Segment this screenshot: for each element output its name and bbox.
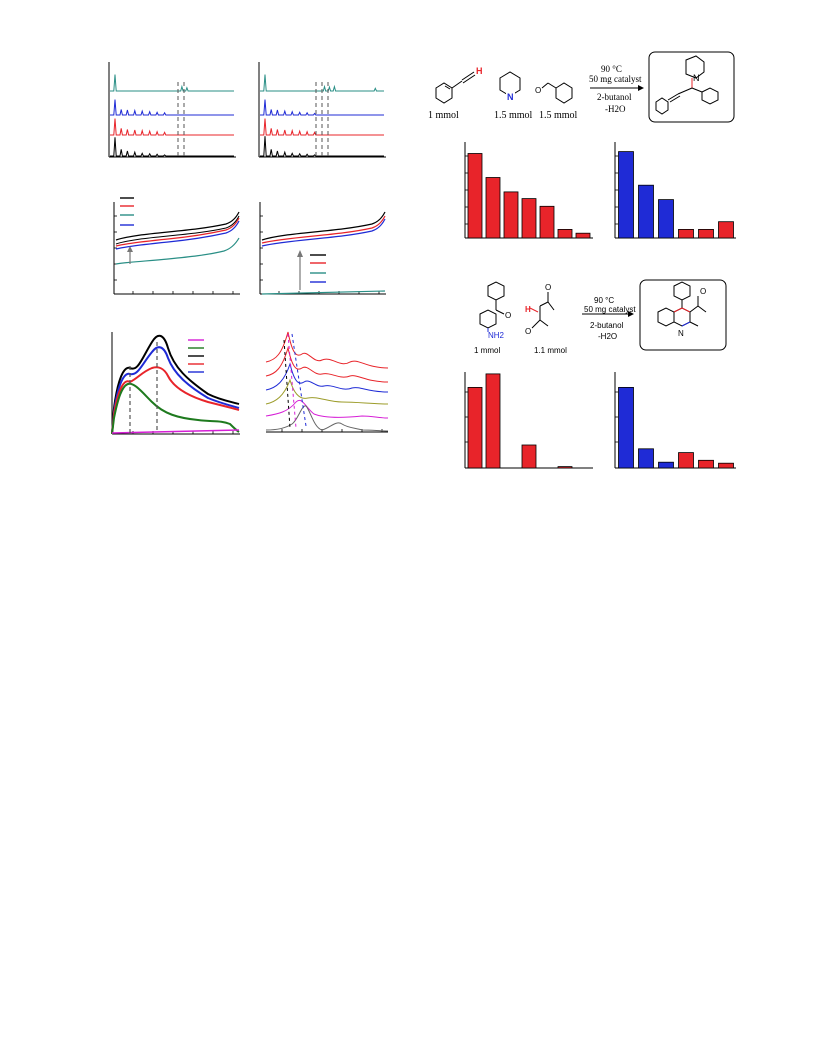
- bar-3: [658, 199, 674, 239]
- piperidine-structure: [499, 71, 521, 97]
- bar-5: [698, 459, 714, 469]
- condition-byproduct: -H2O: [605, 104, 626, 114]
- bar-chart-fr-red: [464, 372, 593, 469]
- reagent-3-amount: 1.5 mmol: [539, 110, 578, 121]
- bar-6: [718, 221, 734, 239]
- xrd-plot-left: [108, 62, 236, 158]
- reagent-1-amount: 1 mmol: [428, 110, 459, 121]
- diketone-o2-label: O: [525, 327, 531, 336]
- bar-6: [557, 229, 573, 239]
- isotherm-plot-right: [259, 202, 386, 295]
- spectra-plot-left: [111, 332, 240, 435]
- aminobenzophenone-structure: [479, 281, 505, 332]
- bar-1: [467, 153, 483, 239]
- bar-6: [718, 462, 734, 469]
- bar-1: [618, 151, 634, 239]
- condition-temp: 90 °C: [601, 64, 622, 74]
- bar-4: [678, 229, 694, 239]
- bar-5: [539, 205, 555, 239]
- xrd-plot-right: [258, 62, 386, 158]
- bar-2: [638, 448, 654, 469]
- product-o-label: O: [700, 287, 706, 296]
- bar-1: [618, 386, 634, 469]
- alkyne-h-label: H: [476, 66, 483, 76]
- isotherm-plot-left: [113, 197, 240, 295]
- diketone-o1-label: O: [545, 283, 551, 292]
- condition-temp-fr: 90 °C: [594, 296, 615, 305]
- bar-3: [658, 461, 674, 469]
- spectra-plot-right: [265, 331, 389, 433]
- reagent-2-amount: 1.5 mmol: [494, 110, 533, 121]
- scheme-a3: H N O N 1 mmol 1.5 mmol 1: [416, 48, 736, 132]
- scheme-friedlander: O O O H O N NH: [462, 278, 742, 368]
- bar-4: [521, 198, 537, 239]
- condition-byproduct-fr: -H2O: [598, 332, 618, 341]
- bar-chart-fr-blue: [614, 372, 736, 469]
- bar-2: [485, 177, 501, 239]
- bar-2: [485, 373, 501, 469]
- pentanedione-structure: [529, 292, 555, 329]
- xrd-pattern-2: [110, 118, 234, 136]
- bar-5: [698, 229, 714, 239]
- xrd-pattern-0: [260, 74, 384, 92]
- xrd-pattern-1: [260, 99, 384, 116]
- reagent-1-amount-fr: 1 mmol: [474, 346, 501, 355]
- xrd-pattern-3: [110, 137, 234, 157]
- ketone-o-label: O: [505, 311, 511, 320]
- quinoline-product-structure: [657, 281, 707, 327]
- bar-chart-a3-blue: [614, 142, 736, 239]
- bar-1: [467, 386, 483, 469]
- condition-solvent: 2-butanol: [597, 92, 632, 102]
- active-h-label: H: [525, 305, 531, 314]
- product-n-label-2: N: [678, 329, 684, 338]
- reagent-2-amount-fr: 1.1 mmol: [534, 346, 567, 355]
- bar-chart-a3-red: [464, 142, 593, 239]
- benzaldehyde-structure: [541, 82, 573, 104]
- xrd-pattern-2: [260, 118, 384, 136]
- bar-4: [521, 444, 537, 469]
- nh2-label: NH2: [488, 331, 505, 340]
- propargylamine-product-structure: [655, 55, 719, 115]
- svg-text:O: O: [535, 86, 541, 95]
- bar-7: [575, 232, 591, 239]
- xrd-pattern-3: [260, 136, 384, 157]
- bar-3: [503, 191, 519, 239]
- xrd-pattern-1: [110, 99, 234, 116]
- bar-4: [678, 452, 694, 469]
- bar-2: [638, 184, 654, 239]
- phenylacetylene-structure: [435, 71, 476, 104]
- amine-n-label: N: [507, 92, 514, 102]
- condition-catalyst: 50 mg catalyst: [589, 74, 642, 84]
- product-n-label: N: [693, 73, 700, 83]
- bar-6: [557, 466, 573, 469]
- condition-solvent-fr: 2-butanol: [590, 321, 624, 330]
- condition-catalyst-fr: 50 mg catalyst: [584, 305, 636, 314]
- xrd-pattern-0: [110, 74, 234, 92]
